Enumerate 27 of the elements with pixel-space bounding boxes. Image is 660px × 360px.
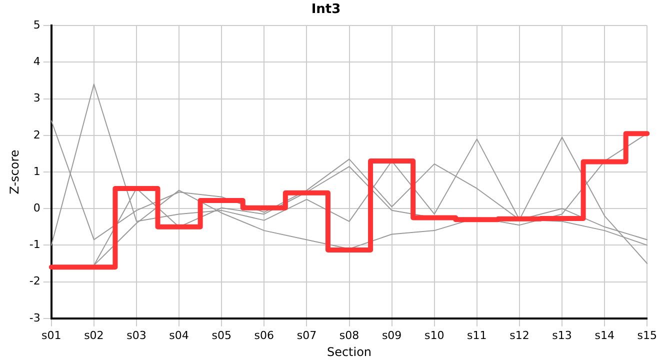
x-tick-label: s09 (382, 328, 402, 342)
x-tick-label: s02 (84, 328, 104, 342)
y-tick-label: -1 (29, 238, 40, 252)
y-tick-label: 5 (33, 18, 40, 32)
y-tick-label: -2 (29, 274, 40, 288)
x-tick-label: s11 (467, 328, 487, 342)
x-tick-label: s04 (169, 328, 189, 342)
y-tick-label: 4 (33, 55, 40, 68)
y-tick-label: 0 (33, 201, 40, 214)
x-tick-label: s10 (424, 328, 444, 342)
y-tick-label: 3 (33, 92, 40, 105)
y-tick-label: 1 (33, 164, 40, 178)
y-tick-label: 2 (33, 128, 40, 142)
y-axis-title: Z-score (7, 150, 22, 194)
x-tick-label: s03 (126, 328, 146, 342)
x-tick-label: s08 (339, 328, 360, 342)
x-tick-label: s14 (594, 328, 614, 342)
y-tick-label: -3 (29, 311, 40, 324)
x-tick-label: s06 (254, 328, 274, 342)
chart-title: Int3 (311, 2, 341, 18)
x-tick-label: s13 (552, 328, 572, 342)
x-tick-label: s12 (510, 328, 530, 342)
x-tick-label: s05 (212, 328, 232, 342)
x-axis-title: Section (326, 344, 372, 359)
x-tick-label: s15 (637, 328, 658, 342)
x-tick-label: s07 (296, 328, 317, 342)
x-tick-label: s01 (42, 328, 62, 342)
